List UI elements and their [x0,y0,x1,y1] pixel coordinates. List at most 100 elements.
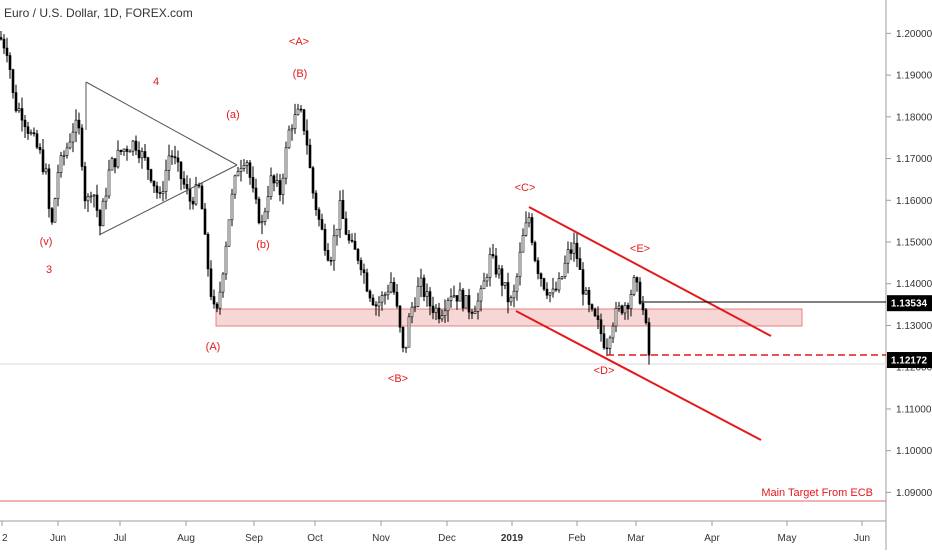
candle-body [35,133,39,148]
candle-body [509,297,513,303]
x-tick-label: Oct [307,533,323,544]
candle-body [473,311,477,314]
x-axis: 2 Jun Jul Aug Sep Oct Nov Dec 2019 Feb Mar Apr May Ju… [1,521,870,544]
candle-body [212,296,216,305]
price-badge [887,295,932,312]
candle-body [434,307,438,313]
candle-body [173,156,177,159]
candle-body [29,132,33,135]
candle-body [41,149,45,173]
candle-body [275,180,279,184]
candle-body [149,169,153,182]
chart-title: Euro / U.S. Dollar, 1D, FOREX.com [4,6,193,20]
candle-body [119,149,123,152]
candle-body [74,119,78,133]
candle-body [647,322,651,356]
candle-body [503,282,507,286]
candle-body [557,278,561,291]
candle-body [365,272,369,292]
candle-body [251,177,255,189]
candle-body [572,242,576,254]
candle-body [11,69,15,93]
candle-body [533,242,537,261]
candle-body [320,219,324,230]
candle-body [590,304,594,310]
candle-body [392,282,396,293]
candle-body [200,185,204,210]
candle-body [596,315,600,321]
support-zone [215,308,803,327]
candle-body [482,280,486,290]
candle-body [491,254,495,257]
candle-body [374,304,378,307]
candle-body [23,119,27,128]
x-tick-label: Mar [627,533,645,544]
candle-body [269,175,273,197]
candle-body [518,251,522,278]
candle-body [176,157,180,163]
x-tick-label: Aug [177,533,195,544]
candle-body [539,273,543,279]
candle-body [0,37,3,40]
candle-body [134,140,138,151]
candle-body [386,291,390,296]
candle-body [140,151,144,159]
candle-body [110,158,114,171]
candle-body [131,140,135,152]
candle-body [125,148,129,152]
candle-body [431,305,435,313]
candle-body [272,175,276,184]
candle-body [38,147,42,151]
price-badge-label: 1.12172 [891,356,928,367]
candle-body [161,191,165,194]
candle-body [89,195,93,198]
candle-body [245,162,249,166]
wave-label: (A) [206,341,221,353]
candle-body [425,291,429,297]
candle-body [362,269,366,274]
y-tick-label: 1.09000 [896,488,932,499]
y-tick-label: 1.17000 [896,154,932,165]
candle-body [257,198,261,224]
wave-label: <C> [515,182,536,194]
y-tick-label: 1.12000 [896,363,932,374]
y-tick-label: 1.20000 [896,29,932,40]
candle-body [452,295,456,298]
candle-body [341,200,345,220]
candle-body [575,242,579,259]
candle-body [83,166,87,202]
candle-body [404,346,408,349]
candle-body [224,245,228,275]
channel-lower-line [515,310,762,441]
candle-body [8,55,12,70]
candle-body [584,289,588,295]
candle-body [56,172,60,200]
candle-body [287,129,291,149]
candle-body [536,260,540,274]
candle-body [605,347,609,350]
candle-body [377,301,381,307]
candle-body [146,157,150,170]
candle-body [260,221,264,224]
candle-body [77,119,81,129]
candle-body [485,277,489,282]
wave-label: <D> [594,365,615,377]
candle-body [422,277,426,297]
candle-body [302,109,306,132]
candle-body [248,162,252,178]
candle-body [359,260,363,271]
candle-body [380,295,384,303]
candle-body [290,128,294,131]
candle-body [554,288,558,291]
x-tick-label: Nov [372,533,390,544]
x-tick-label: Jun [50,533,66,544]
candle-body [158,192,162,194]
candle-body [356,249,360,261]
candle-body [467,295,471,313]
wave-label: 3 [46,264,52,276]
candle-body [164,169,168,192]
y-tick-label: 1.13000 [896,321,932,332]
candle-body [311,167,315,194]
candle-body [614,308,618,327]
